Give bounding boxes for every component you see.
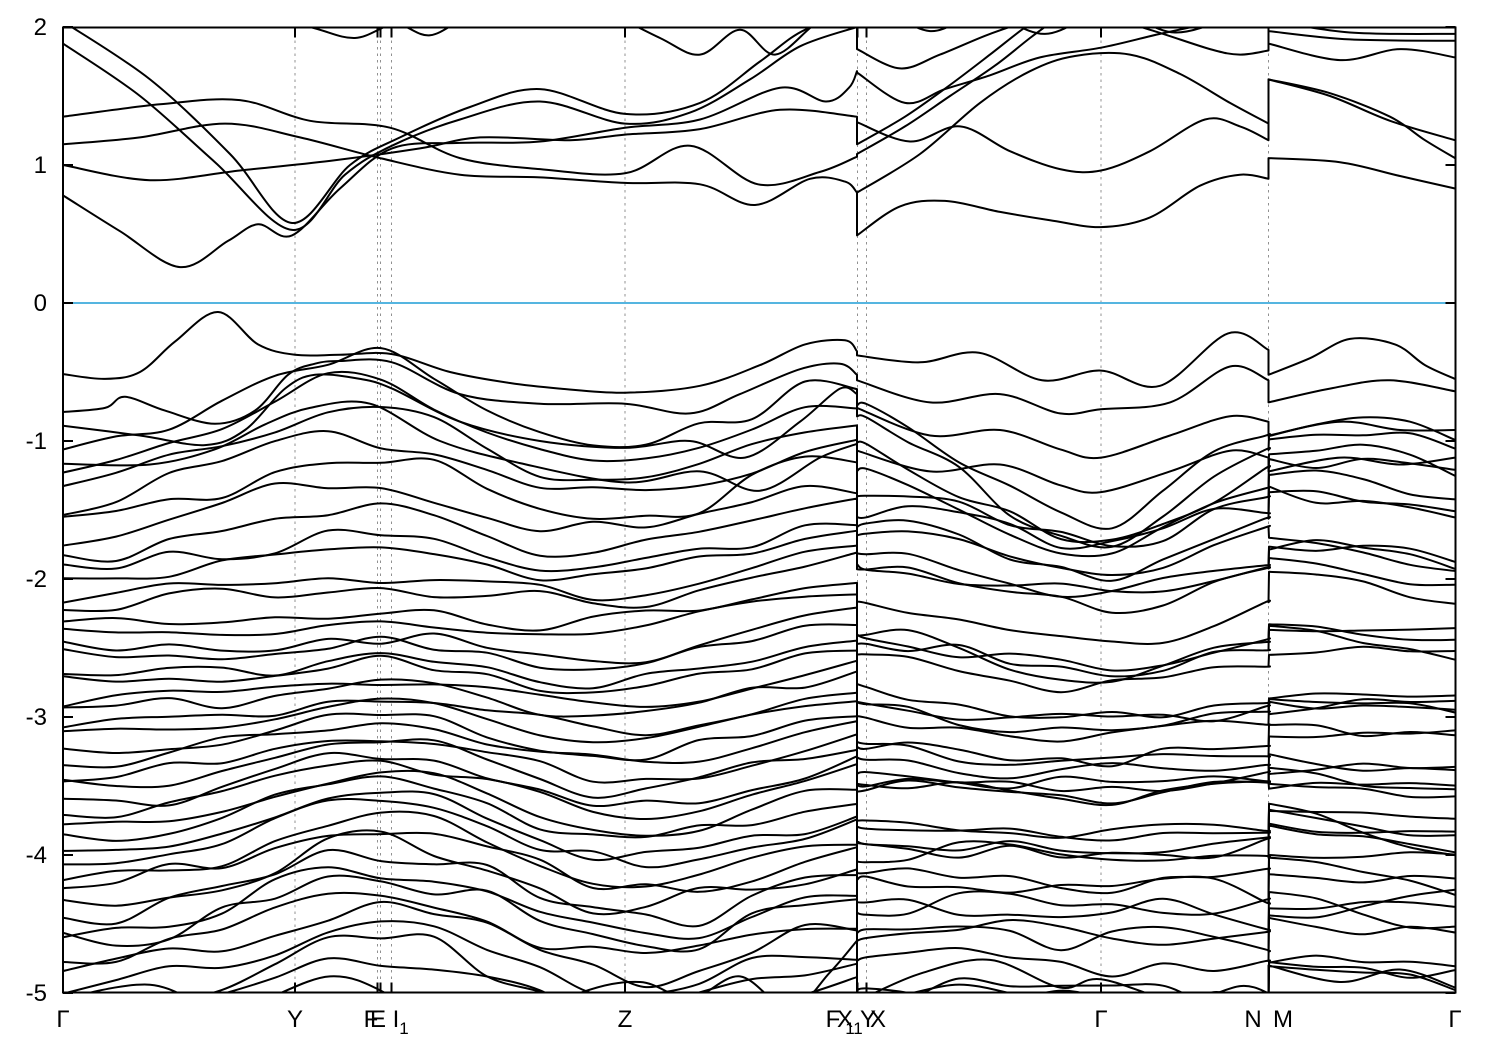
svg-text:F: F (364, 1006, 379, 1033)
svg-text:F: F (826, 1006, 841, 1033)
svg-text:-3: -3 (26, 704, 47, 731)
svg-text:1: 1 (34, 152, 47, 179)
svg-text:I: I (393, 1006, 400, 1033)
svg-text:Γ: Γ (1094, 1006, 1107, 1033)
svg-text:Γ: Γ (56, 1006, 69, 1033)
svg-text:Y: Y (287, 1006, 303, 1033)
svg-text:0: 0 (34, 290, 47, 317)
svg-text:M: M (1273, 1006, 1293, 1033)
svg-text:E: E (370, 1006, 386, 1033)
svg-text:X: X (837, 1006, 853, 1033)
svg-text:Z: Z (618, 1006, 633, 1033)
svg-text:1: 1 (853, 1019, 862, 1038)
svg-text:-5: -5 (26, 980, 47, 1007)
svg-text:1: 1 (399, 1019, 408, 1038)
svg-text:Y: Y (860, 1006, 876, 1033)
svg-text:-4: -4 (26, 842, 47, 869)
svg-text:N: N (1244, 1006, 1261, 1033)
svg-text:Γ: Γ (1448, 1006, 1461, 1033)
svg-text:-1: -1 (26, 428, 47, 455)
svg-text:-2: -2 (26, 566, 47, 593)
svg-text:1: 1 (845, 1019, 854, 1038)
svg-text:2: 2 (34, 14, 47, 41)
svg-text:X: X (870, 1006, 886, 1033)
